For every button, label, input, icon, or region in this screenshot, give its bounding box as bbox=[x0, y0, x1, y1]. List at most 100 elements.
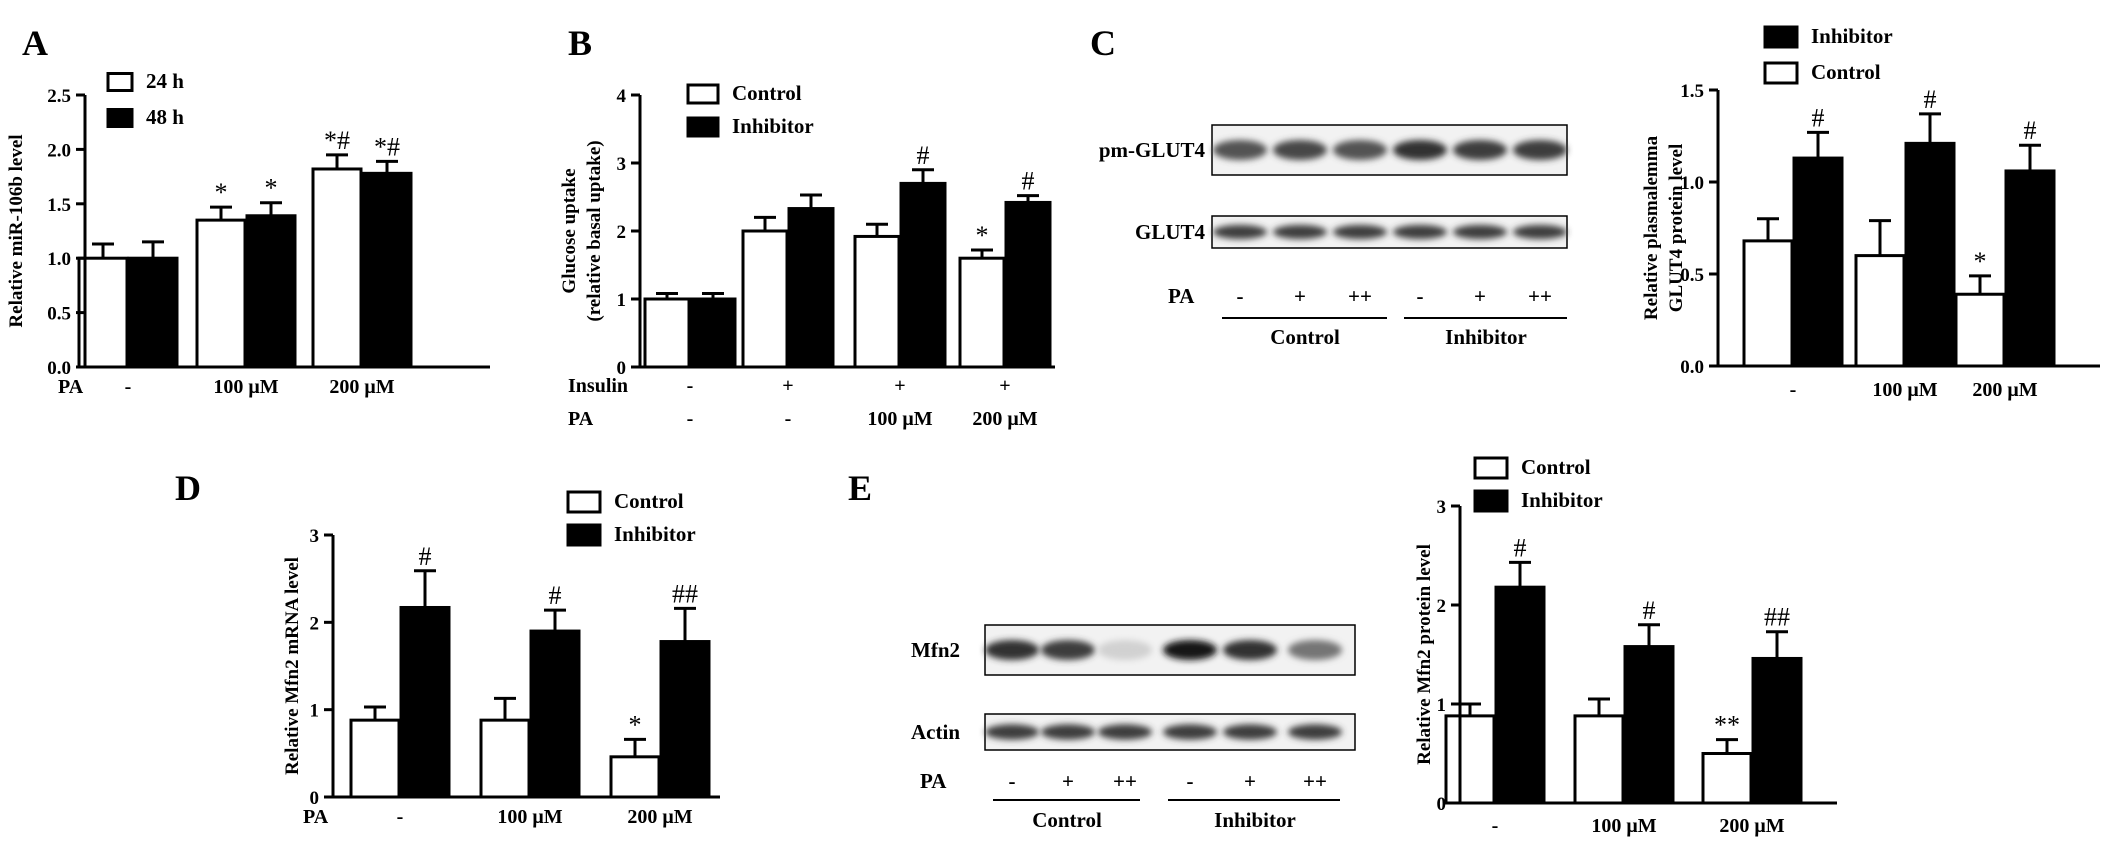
y-tick-label: 1.0 bbox=[1680, 173, 1704, 194]
y-axis-label-line2: GLUT4 protein level bbox=[1666, 144, 1687, 313]
category-label: + bbox=[999, 375, 1010, 397]
y-tick-label: 0 bbox=[617, 358, 627, 379]
bar bbox=[787, 207, 835, 369]
category-label: - bbox=[125, 376, 132, 398]
y-tick-label: 0 bbox=[1437, 794, 1447, 815]
row-label: PA bbox=[303, 806, 329, 828]
blot-band-label: Actin bbox=[911, 720, 960, 744]
blot-group-label: Control bbox=[1032, 808, 1102, 832]
significance-mark: ## bbox=[672, 579, 698, 608]
y-tick-label: 2 bbox=[1437, 596, 1447, 617]
blot-pa-value: + bbox=[1474, 284, 1486, 308]
category-label: 200 μM bbox=[1719, 815, 1784, 837]
bar bbox=[741, 229, 789, 369]
blot-band bbox=[1393, 140, 1447, 160]
blot-band bbox=[1223, 724, 1277, 740]
category-label: 100 μM bbox=[497, 806, 562, 828]
significance-mark: ## bbox=[1764, 603, 1790, 632]
bar bbox=[1444, 714, 1496, 805]
blot-pa-value: - bbox=[1187, 769, 1194, 793]
category-label: - bbox=[397, 806, 404, 828]
y-tick-label: 3 bbox=[1437, 497, 1447, 518]
legend-label: Control bbox=[1811, 60, 1881, 84]
category-label: 100 μM bbox=[213, 376, 278, 398]
significance-mark: # bbox=[1812, 103, 1825, 132]
blot-band bbox=[1513, 140, 1567, 160]
significance-mark: # bbox=[549, 581, 562, 610]
bar bbox=[1904, 141, 1956, 368]
chart-a: * *# * *# 0.0 0.5 1.0 1.5 2.0 2.5 Relative miR-106… bbox=[6, 69, 490, 398]
blot-band bbox=[1333, 224, 1387, 240]
y-tick-label: 1 bbox=[1437, 695, 1447, 716]
y-axis-label: Glucose uptake bbox=[559, 168, 580, 293]
y-tick-label: 2.5 bbox=[47, 86, 71, 107]
blot-pa-value: + bbox=[1294, 284, 1306, 308]
blot-pa-value: ++ bbox=[1303, 769, 1327, 793]
blot-pa-value: - bbox=[1417, 284, 1424, 308]
significance-mark: # bbox=[1022, 167, 1035, 196]
blot-group-label: Control bbox=[1270, 325, 1340, 349]
bar bbox=[659, 640, 711, 799]
legend-swatch bbox=[1763, 61, 1799, 85]
legend-swatch bbox=[566, 523, 602, 547]
bar bbox=[1004, 200, 1052, 369]
significance-mark: * bbox=[1974, 247, 1987, 276]
blot-band bbox=[985, 724, 1039, 740]
blot-pa-value: ++ bbox=[1348, 284, 1372, 308]
legend-swatch bbox=[106, 108, 134, 128]
y-tick-label: 0.5 bbox=[47, 304, 71, 325]
panel-letter-d: D bbox=[175, 468, 201, 508]
legend-swatch bbox=[106, 72, 134, 92]
legend-label: Inhibitor bbox=[732, 114, 814, 138]
chart-b: * # #0 1 2 3 4 Glucose uptake (relative basal up… bbox=[559, 81, 1055, 430]
panel-letter-e: E bbox=[848, 468, 872, 508]
blot-band bbox=[1273, 224, 1327, 240]
bar bbox=[127, 256, 179, 369]
legend-swatch bbox=[686, 83, 720, 105]
blot-pa-value: ++ bbox=[1528, 284, 1552, 308]
category-label: 200 μM bbox=[1972, 379, 2037, 401]
significance-mark: * bbox=[629, 710, 642, 739]
panel-letter-c: C bbox=[1090, 23, 1116, 63]
legend-label: Control bbox=[732, 81, 802, 105]
legend-swatch bbox=[686, 116, 720, 138]
category-label: 200 μM bbox=[329, 376, 394, 398]
legend-label: 48 h bbox=[146, 105, 184, 129]
y-tick-label: 2.0 bbox=[47, 140, 71, 161]
bar bbox=[609, 755, 661, 799]
category-label: - bbox=[687, 408, 694, 430]
blot-pa-value: + bbox=[1244, 769, 1256, 793]
legend-swatch bbox=[1473, 489, 1509, 513]
legend-label: Inhibitor bbox=[1811, 24, 1893, 48]
bar bbox=[361, 171, 413, 369]
significance-mark: # bbox=[1643, 596, 1656, 625]
blot-pa-value: + bbox=[1062, 769, 1074, 793]
y-axis-label: Relative Mfn2 protein level bbox=[1414, 544, 1435, 765]
bar bbox=[1854, 254, 1906, 368]
legend-label: 24 h bbox=[146, 69, 184, 93]
row-label: PA bbox=[58, 376, 84, 398]
blot-band bbox=[1288, 724, 1342, 740]
chart-c: * # # #0.0 0.5 1.0 1.5 Relative plasmalemma GLUT… bbox=[1641, 24, 2100, 401]
bar bbox=[399, 605, 451, 799]
legend-label: Inhibitor bbox=[614, 522, 696, 546]
y-tick-label: 3 bbox=[617, 154, 627, 175]
bar bbox=[899, 181, 947, 369]
y-axis-label: Relative miR-106b level bbox=[6, 134, 27, 327]
blot-band bbox=[1513, 224, 1567, 240]
blot-pa-value: ++ bbox=[1113, 769, 1137, 793]
blot-band bbox=[1041, 640, 1095, 660]
blot-band bbox=[985, 640, 1039, 660]
significance-mark: # bbox=[1514, 533, 1527, 562]
significance-mark: # bbox=[2024, 116, 2037, 145]
y-tick-label: 4 bbox=[617, 86, 627, 107]
bar bbox=[349, 718, 401, 799]
category-label: - bbox=[1492, 815, 1499, 837]
y-axis-label: Relative Mfn2 mRNA level bbox=[282, 557, 303, 775]
blot-group-label: Inhibitor bbox=[1214, 808, 1296, 832]
y-tick-label: 0.0 bbox=[47, 358, 71, 379]
y-axis-label-line2: (relative basal uptake) bbox=[584, 140, 605, 321]
bar bbox=[311, 167, 363, 369]
